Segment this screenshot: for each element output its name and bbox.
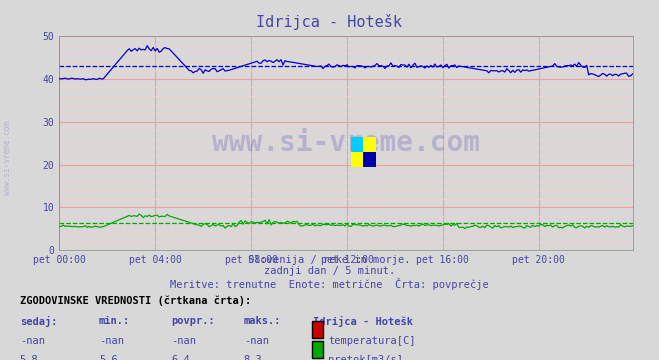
Text: ZGODOVINSKE VREDNOSTI (črtkana črta):: ZGODOVINSKE VREDNOSTI (črtkana črta): <box>20 296 251 306</box>
Text: pretok[m3/s]: pretok[m3/s] <box>328 355 403 360</box>
Text: www.si-vreme.com: www.si-vreme.com <box>3 121 13 195</box>
Text: Idrijca - Hotešk: Idrijca - Hotešk <box>313 316 413 327</box>
Text: Slovenija / reke in morje.: Slovenija / reke in morje. <box>248 255 411 265</box>
Text: temperatura[C]: temperatura[C] <box>328 336 416 346</box>
Text: sedaj:: sedaj: <box>20 316 57 327</box>
Text: -nan: -nan <box>99 336 124 346</box>
Text: zadnji dan / 5 minut.: zadnji dan / 5 minut. <box>264 266 395 276</box>
Text: maks.:: maks.: <box>244 316 281 326</box>
Text: 6,4: 6,4 <box>171 355 190 360</box>
Text: min.:: min.: <box>99 316 130 326</box>
Text: 5,8: 5,8 <box>20 355 38 360</box>
Text: 5,6: 5,6 <box>99 355 117 360</box>
Text: Meritve: trenutne  Enote: metrične  Črta: povprečje: Meritve: trenutne Enote: metrične Črta: … <box>170 278 489 290</box>
Text: Idrijca - Hotešk: Idrijca - Hotešk <box>256 14 403 30</box>
Text: -nan: -nan <box>171 336 196 346</box>
Text: -nan: -nan <box>244 336 269 346</box>
Text: povpr.:: povpr.: <box>171 316 215 326</box>
Text: www.si-vreme.com: www.si-vreme.com <box>212 129 480 157</box>
Text: 8,3: 8,3 <box>244 355 262 360</box>
Text: -nan: -nan <box>20 336 45 346</box>
